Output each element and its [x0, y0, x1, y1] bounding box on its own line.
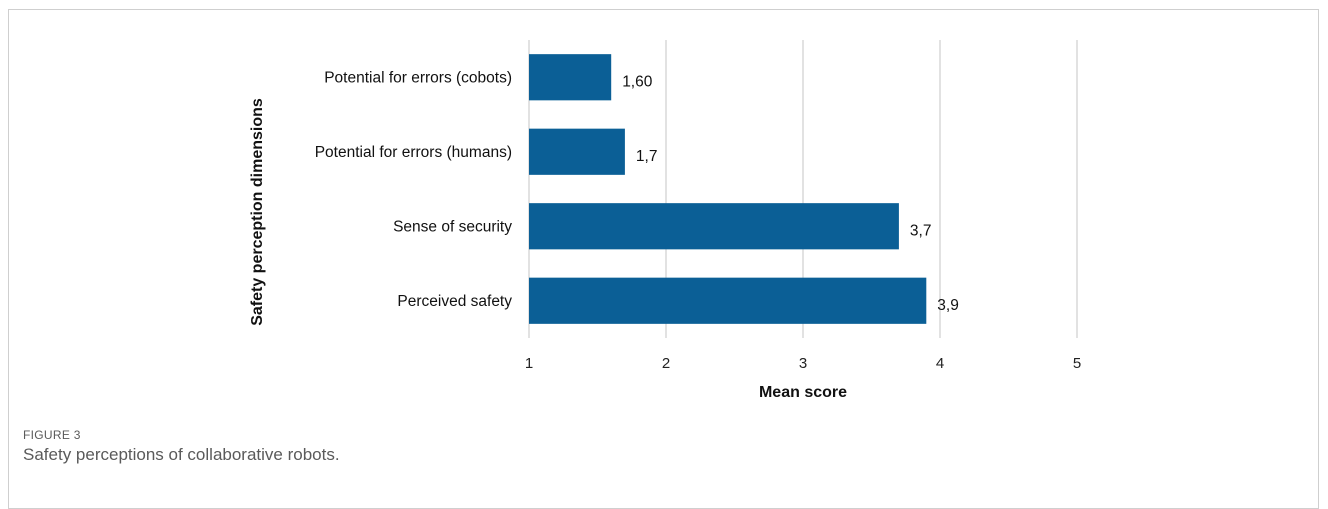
bar-chart: Potential for errors (cobots) Potential f… — [249, 40, 1081, 401]
data-label-1: 1,7 — [636, 148, 658, 165]
x-axis-title: Mean score — [759, 384, 847, 401]
x-tick-labels: 1 2 3 4 5 — [525, 355, 1081, 372]
bar-2 — [529, 203, 899, 250]
figure-caption: Safety perceptions of collaborative robo… — [23, 445, 340, 464]
x-tick-label-5: 5 — [1073, 355, 1081, 372]
data-label-2: 3,7 — [910, 222, 932, 239]
category-label-2: Sense of security — [393, 218, 512, 235]
figure-label: FIGURE 3 — [23, 428, 81, 442]
data-label-0: 1,60 — [622, 73, 653, 90]
bar-3 — [529, 277, 927, 324]
category-label-1: Potential for errors (humans) — [315, 144, 512, 161]
data-labels: 1,60 1,7 3,7 3,9 — [622, 73, 959, 314]
x-tick-label-4: 4 — [936, 355, 944, 372]
figure-frame — [8, 9, 1319, 509]
category-labels: Potential for errors (cobots) Potential f… — [315, 69, 513, 310]
data-label-3: 3,9 — [937, 297, 959, 314]
category-label-0: Potential for errors (cobots) — [324, 69, 512, 86]
bars — [529, 54, 927, 324]
bar-1 — [529, 128, 625, 175]
x-tick-label-2: 2 — [662, 355, 670, 372]
x-tick-label-3: 3 — [799, 355, 807, 372]
bar-0 — [529, 54, 612, 101]
category-label-3: Perceived safety — [397, 293, 512, 310]
y-axis-title: Safety perception dimensions — [249, 98, 266, 326]
x-tick-label-1: 1 — [525, 355, 533, 372]
